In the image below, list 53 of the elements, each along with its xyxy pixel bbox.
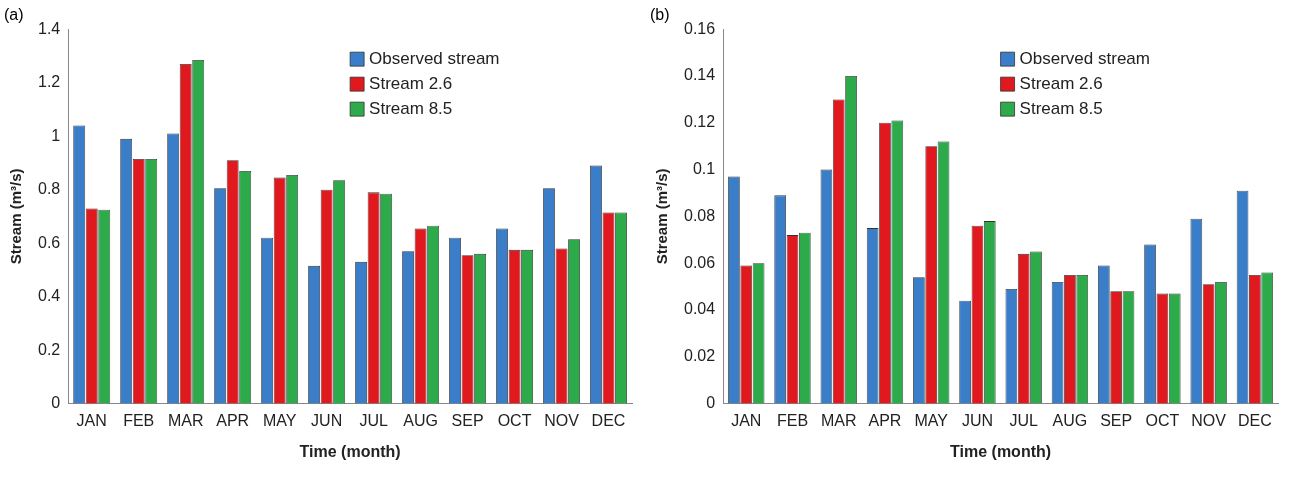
- y-tick-label: 0.2: [37, 340, 61, 358]
- y-tick-label: 0: [51, 394, 61, 412]
- x-tick-label: NOV: [544, 411, 580, 429]
- y-tick-label: 0.12: [684, 113, 716, 131]
- x-tick-label: MAY: [262, 411, 297, 429]
- x-tick-label: FEB: [776, 411, 809, 429]
- x-axis-title: Time (month): [950, 442, 1052, 460]
- chart-title: (b): [650, 6, 670, 24]
- x-tick-label: JUL: [359, 411, 388, 429]
- y-tick-label: 0.14: [684, 66, 716, 84]
- x-tick-label: OCT: [1145, 411, 1180, 429]
- x-tick-label: JUN: [311, 411, 343, 429]
- y-tick-label: 1.2: [37, 73, 61, 91]
- y-tick-label: 0.08: [684, 206, 716, 224]
- legend-label: Observed stream: [369, 48, 500, 68]
- x-axis-title: Time (month): [299, 442, 401, 460]
- chart-title: (a): [4, 6, 24, 24]
- x-tick-label: SEP: [451, 411, 484, 429]
- legend-label: Stream 8.5: [369, 98, 453, 118]
- y-tick-label: 0.16: [684, 19, 716, 37]
- y-tick-label: 0.04: [684, 300, 716, 318]
- x-tick-label: APR: [868, 411, 902, 429]
- y-axis-title: Stream (m³/s): [7, 168, 25, 265]
- x-tick-label: DEC: [1237, 411, 1272, 429]
- y-tick-label: 0: [706, 394, 716, 412]
- y-tick-label: 1.4: [37, 19, 61, 37]
- y-axis-title: Stream (m³/s): [653, 168, 671, 265]
- x-tick-label: JUN: [961, 411, 994, 429]
- y-tick-label: 0.1: [692, 160, 716, 178]
- y-tick-label: 0.02: [684, 347, 716, 365]
- x-tick-label: MAY: [914, 411, 949, 429]
- x-tick-label: MAR: [167, 411, 204, 429]
- legend-label: Stream 8.5: [1019, 98, 1103, 118]
- y-tick-label: 0.8: [37, 180, 61, 198]
- y-tick-label: 0.06: [684, 253, 716, 271]
- x-tick-label: AUG: [403, 411, 438, 429]
- x-tick-label: JAN: [76, 411, 107, 429]
- legend-label: Stream 2.6: [369, 73, 453, 93]
- x-tick-label: AUG: [1052, 411, 1088, 429]
- x-tick-label: JAN: [731, 411, 762, 429]
- legend-label: Stream 2.6: [1019, 73, 1103, 93]
- y-tick-label: 0.4: [37, 287, 61, 305]
- x-tick-label: SEP: [1100, 411, 1133, 429]
- y-tick-label: 1: [51, 126, 61, 144]
- x-tick-label: DEC: [591, 411, 626, 429]
- x-tick-label: NOV: [1191, 411, 1227, 429]
- x-tick-label: APR: [216, 411, 250, 429]
- x-tick-label: JUL: [1009, 411, 1039, 429]
- x-tick-label: MAR: [820, 411, 857, 429]
- legend-label: Observed stream: [1019, 48, 1150, 68]
- x-tick-label: FEB: [123, 411, 155, 429]
- x-tick-label: OCT: [497, 411, 532, 429]
- y-tick-label: 0.6: [37, 233, 61, 251]
